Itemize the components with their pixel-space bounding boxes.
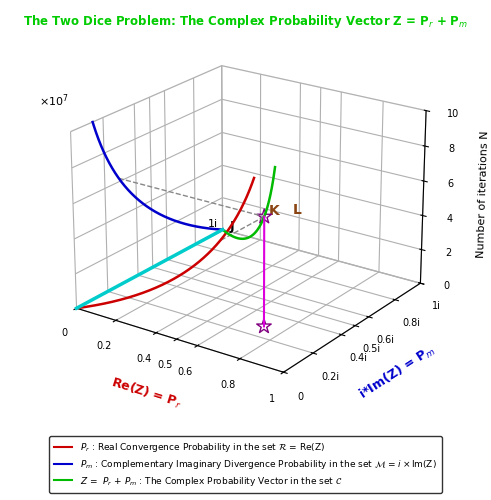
Legend: $P_r$ : Real Convergence Probability in the set $\mathcal{R}$ = Re(Z), $P_m$ : C: $P_r$ : Real Convergence Probability in …: [49, 436, 442, 493]
Text: $\times 10^7$: $\times 10^7$: [39, 92, 69, 109]
Text: The Two Dice Problem: The Complex Probability Vector Z = P$_r$ + P$_m$: The Two Dice Problem: The Complex Probab…: [23, 12, 468, 29]
Y-axis label: i*Im(Z) = P$_m$: i*Im(Z) = P$_m$: [356, 342, 438, 403]
X-axis label: Re(Z) = P$_r$: Re(Z) = P$_r$: [109, 374, 183, 411]
